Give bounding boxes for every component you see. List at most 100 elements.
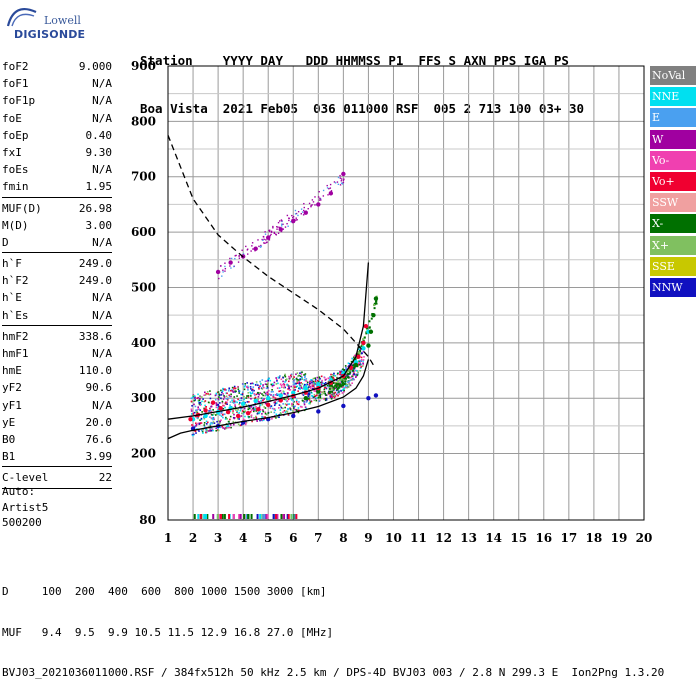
echo-point bbox=[287, 392, 289, 394]
echo-point bbox=[352, 363, 355, 366]
noise-point bbox=[203, 514, 206, 519]
echo-point bbox=[321, 381, 323, 384]
echo-point bbox=[249, 391, 252, 394]
echo-point bbox=[354, 374, 357, 377]
x-tick-label: 2 bbox=[189, 531, 197, 545]
echo-point bbox=[231, 386, 234, 389]
echo-point bbox=[359, 360, 362, 362]
header-values: Boa Vista 2021 Feb05 036 011000 RSF 005 … bbox=[140, 101, 585, 116]
echo-point bbox=[228, 395, 231, 398]
echo-point bbox=[251, 392, 254, 395]
echo-point bbox=[238, 403, 240, 406]
echo-point bbox=[303, 374, 305, 376]
echo-point bbox=[261, 415, 263, 418]
echo-point bbox=[205, 406, 207, 408]
echo-point bbox=[256, 420, 258, 422]
echo-point bbox=[233, 400, 235, 403]
echo-point bbox=[227, 425, 230, 428]
echo-point bbox=[334, 391, 337, 394]
echo-point bbox=[316, 385, 318, 387]
noise-point bbox=[245, 514, 248, 519]
echo-point bbox=[251, 420, 253, 423]
echo-point bbox=[213, 413, 215, 415]
echo-point bbox=[218, 405, 220, 408]
echo-point bbox=[326, 187, 329, 189]
echo-point bbox=[219, 414, 221, 416]
echo-point bbox=[287, 414, 290, 416]
echo-point bbox=[264, 242, 266, 244]
param-name: yF1 bbox=[2, 398, 22, 412]
echo-point bbox=[292, 410, 294, 412]
echo-point bbox=[295, 385, 297, 388]
echo-point bbox=[300, 208, 303, 210]
echo-point bbox=[359, 350, 362, 353]
echo-point bbox=[292, 403, 294, 406]
echo-point bbox=[247, 385, 249, 388]
echo-point bbox=[292, 215, 295, 218]
echo-point bbox=[258, 404, 261, 407]
echo-point bbox=[250, 416, 253, 418]
param-value: N/A bbox=[92, 235, 112, 249]
echo-point bbox=[282, 411, 284, 414]
echo-point bbox=[290, 374, 292, 377]
echo-point bbox=[305, 378, 308, 380]
echo-point bbox=[262, 235, 265, 238]
echo-point bbox=[228, 394, 231, 397]
echo-point bbox=[320, 391, 322, 393]
echo-point bbox=[284, 380, 287, 383]
echo-point bbox=[315, 399, 318, 402]
echo-point bbox=[328, 390, 331, 393]
echo-point bbox=[217, 399, 220, 401]
echo-point bbox=[226, 418, 228, 420]
echo-point bbox=[264, 233, 267, 235]
echo-point bbox=[291, 214, 293, 217]
echo-point bbox=[209, 416, 211, 418]
echo-point bbox=[331, 395, 333, 397]
param-value: 9.000 bbox=[78, 60, 112, 73]
echo-point bbox=[288, 397, 290, 400]
echo-point bbox=[229, 265, 231, 267]
echo-point bbox=[263, 391, 266, 394]
param-row: foF2 9.000 bbox=[2, 58, 112, 75]
echo-point bbox=[294, 389, 296, 391]
echo-point bbox=[308, 392, 311, 395]
noise-point bbox=[276, 514, 279, 519]
echo-point bbox=[307, 395, 310, 398]
param-name: hmF1 bbox=[2, 347, 29, 360]
series-point-w bbox=[228, 260, 233, 265]
echo-point bbox=[312, 385, 315, 387]
echo-point bbox=[220, 389, 222, 392]
series-point-x bbox=[353, 362, 359, 368]
echo-point bbox=[303, 383, 306, 386]
echo-point bbox=[365, 327, 368, 330]
echo-point bbox=[239, 409, 242, 412]
echo-point bbox=[320, 380, 323, 383]
series-point-w bbox=[278, 227, 283, 232]
echo-point bbox=[264, 394, 266, 397]
echo-point bbox=[293, 408, 296, 411]
echo-point bbox=[197, 400, 200, 402]
param-name: foE bbox=[2, 111, 22, 125]
param-name: fxI bbox=[2, 145, 22, 159]
echo-point bbox=[296, 219, 298, 221]
echo-point bbox=[205, 430, 207, 433]
echo-point bbox=[275, 417, 277, 419]
echo-point bbox=[225, 395, 228, 398]
echo-point bbox=[272, 390, 274, 393]
y-tick-label: 200 bbox=[131, 447, 156, 461]
echo-point bbox=[223, 428, 226, 430]
echo-point bbox=[210, 421, 212, 424]
echo-point bbox=[298, 374, 300, 377]
echo-point bbox=[230, 393, 232, 396]
echo-point bbox=[325, 387, 328, 390]
echo-point bbox=[293, 382, 296, 384]
echo-point bbox=[191, 404, 193, 407]
echo-point bbox=[295, 373, 297, 376]
series-point-w bbox=[253, 246, 258, 251]
echo-point bbox=[276, 380, 278, 382]
echo-point bbox=[266, 241, 268, 243]
echo-point bbox=[294, 405, 296, 408]
echo-point bbox=[204, 391, 206, 394]
echo-point bbox=[218, 396, 220, 398]
echo-point bbox=[234, 406, 237, 409]
